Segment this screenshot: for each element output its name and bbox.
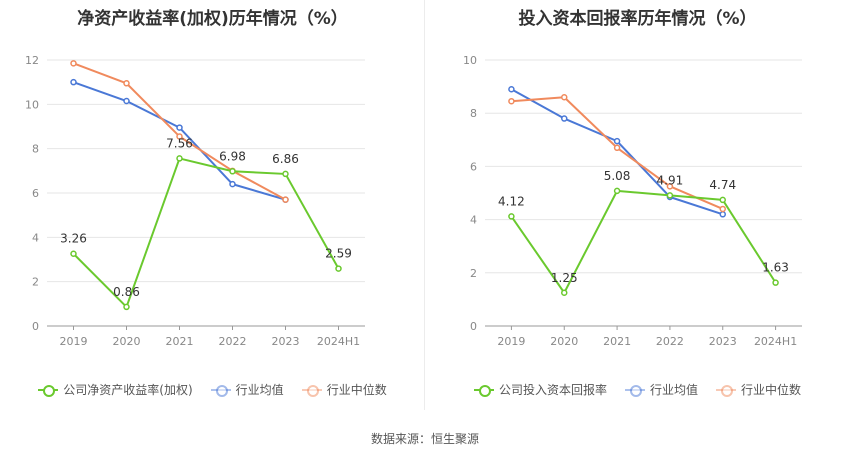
series-line-company [510,189,777,294]
legend-marker-icon [38,384,59,397]
data-point [282,196,289,203]
y-tick-label: 12 [25,54,39,67]
data-label: 4.74 [709,178,736,192]
data-point [719,211,726,218]
x-tick-label: 2022 [219,335,247,348]
data-point [123,80,130,87]
data-point [229,168,236,175]
x-tick-label: 2020 [113,335,141,348]
legend-item-company[interactable]: 公司投入资本回报率 [473,381,607,398]
data-point [123,97,130,105]
data-label: 0.86 [113,285,140,299]
data-point [613,144,621,152]
x-tick-label: 2024H1 [317,335,360,348]
data-label: 5.08 [604,169,631,183]
data-point [666,183,674,190]
x-tick-label: 2020 [550,335,578,348]
y-tick-label: 6 [470,160,477,173]
x-tick-label: 2023 [709,335,737,348]
legend-marker-icon [716,384,736,397]
chart-title: 投入资本回报率历年情况（%） [518,9,757,29]
chart-title: 净资产收益率(加权)历年情况（%） [77,9,348,29]
legend-item-industry-avg[interactable]: 行业均值 [210,381,284,398]
data-point [561,115,568,122]
data-label: 4.91 [657,173,684,187]
data-label: 1.63 [762,261,789,275]
y-tick-label: 10 [463,54,477,67]
data-point [613,187,621,195]
data-point [123,303,130,311]
legend-item-company[interactable]: 公司净资产收益率(加权) [38,381,193,398]
data-point [719,196,726,204]
legend-label: 行业中位数 [326,383,387,397]
x-tick-label: 2021 [166,335,194,348]
data-point [176,124,183,131]
data-point [176,155,183,162]
panel-divider [424,0,425,410]
chart-legend: 公司净资产收益率(加权) 行业均值 行业中位数 [0,381,425,398]
data-point [561,289,568,296]
y-tick-label: 0 [32,320,39,333]
data-point [508,97,515,105]
data-point [719,205,726,213]
chart-legend: 公司投入资本回报率 行业均值 行业中位数 [425,381,850,398]
legend-item-industry-avg[interactable]: 行业均值 [624,381,698,398]
data-point [70,78,77,86]
data-point [561,93,568,101]
roic-chart-panel: 投入资本回报率历年情况（%） 0 2 4 6 8 10 2019 2020 2021 2022 20… [425,0,850,410]
data-label: 6.86 [272,152,299,166]
y-tick-label: 2 [470,267,477,280]
legend-label: 公司投入资本回报率 [498,383,607,397]
data-point [508,213,515,220]
data-point [70,60,77,67]
legend-label: 行业均值 [649,383,698,397]
data-label: 1.25 [551,271,578,285]
series-line-industry-median [73,62,286,201]
data-label: 2.59 [325,247,352,261]
roe-chart-panel: 净资产收益率(加权)历年情况（%） 0 2 4 6 8 10 12 2019 2020 2021 2… [0,0,425,410]
y-tick-label: 0 [470,320,477,333]
y-tick-label: 2 [32,276,39,289]
x-tick-label: 2024H1 [754,335,797,348]
data-point [229,180,236,188]
legend-item-industry-median[interactable]: 行业中位数 [716,381,801,398]
data-point [176,133,183,140]
legend-label: 公司净资产收益率(加权) [63,383,193,397]
legend-marker-icon [301,384,322,397]
roe-chart-svg: 0 2 4 6 8 10 12 2019 2020 2021 2022 2023 2024H1 3.26 0… [25,54,365,348]
data-point [335,265,342,272]
y-tick-label: 4 [32,231,39,244]
legend-item-industry-median[interactable]: 行业中位数 [301,381,387,398]
legend-marker-icon [473,384,494,397]
data-point [282,170,289,178]
data-label: 7.56 [166,136,193,150]
x-tick-label: 2019 [60,335,88,348]
x-tick-label: 2023 [272,335,300,348]
data-point [70,250,77,257]
data-point [666,192,674,199]
legend-label: 行业中位数 [741,383,802,397]
data-point [772,279,779,286]
data-label: 4.12 [498,194,525,208]
data-label: 6.98 [219,149,246,163]
x-tick-label: 2022 [656,335,684,348]
data-label: 3.26 [60,232,87,246]
y-tick-label: 10 [25,98,39,111]
data-point [613,137,621,145]
y-tick-label: 8 [470,107,477,120]
y-tick-label: 4 [470,214,477,227]
y-tick-label: 6 [32,187,39,200]
data-point [508,86,515,93]
legend-marker-icon [624,384,645,397]
series-line-company [72,157,340,308]
legend-label: 行业均值 [235,383,284,397]
x-tick-label: 2019 [497,335,525,348]
data-source-note: 数据来源：恒生聚源 [370,432,479,446]
x-tick-label: 2021 [603,335,631,348]
roic-chart-svg: 0 2 4 6 8 10 2019 2020 2021 2022 2023 2024H1 4.12 1.2… [463,54,802,348]
y-tick-label: 8 [32,143,39,156]
legend-marker-icon [210,384,231,397]
